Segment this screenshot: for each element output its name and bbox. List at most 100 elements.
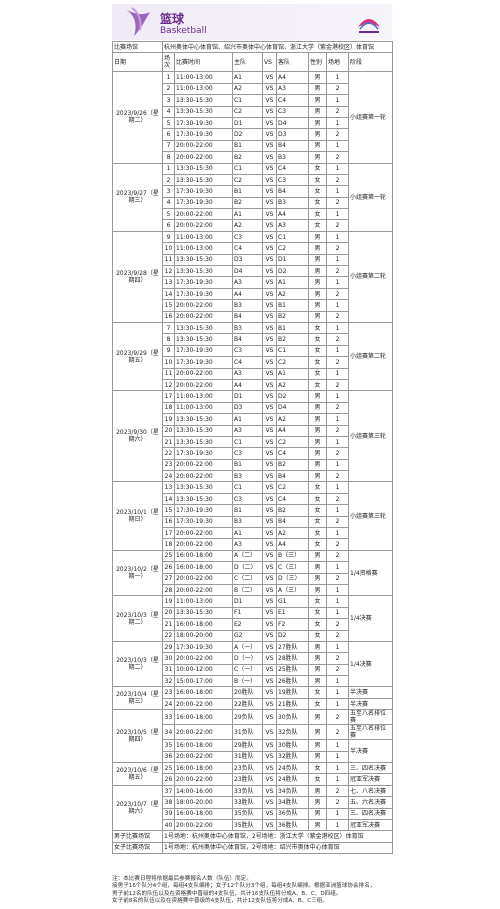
gender: 女 <box>308 504 327 517</box>
date-cell: 2023/10/4（星期三） <box>112 686 163 711</box>
home-team: 29负队 <box>232 709 263 726</box>
away-team: B1 <box>276 299 309 312</box>
match-no: 3 <box>162 94 175 107</box>
match-no: 17 <box>162 390 175 403</box>
home-team: B3 <box>232 299 263 312</box>
home-team: 20胜队 <box>232 686 263 699</box>
court: 2 <box>326 82 349 96</box>
gender: 女 <box>308 773 327 786</box>
gender: 男 <box>308 82 327 96</box>
vs: VS <box>262 549 277 563</box>
match-row: 14 17:30-19:30 A4 VS A2 男 2 <box>113 287 393 301</box>
match-row: 10 17:30-19:30 C4 VS C2 女 2 <box>113 356 393 369</box>
gender: 男 <box>308 401 327 415</box>
header-row: 日期 场次 比赛时间 主队 VS 客队 性别 场地 阶段 <box>112 52 394 73</box>
match-no: 40 <box>162 818 175 832</box>
match-no: 6 <box>162 219 175 232</box>
gender: 女 <box>308 162 327 175</box>
court: 2 <box>326 709 349 726</box>
gender: 女 <box>308 208 327 221</box>
away-team: 24胜队 <box>276 773 309 786</box>
date-cell: 2023/10/2（星期一） <box>112 549 163 597</box>
court: 1 <box>326 561 349 574</box>
vs: VS <box>262 470 277 483</box>
court: 2 <box>326 173 349 187</box>
match-time: 20:00-22:00 <box>174 697 233 711</box>
home-team: B3 <box>232 515 263 529</box>
away-team: B4 <box>276 185 309 198</box>
match-time: 18:00-20:00 <box>174 629 233 642</box>
away-team: D2 <box>276 390 309 403</box>
match-time: 20:00-22:00 <box>174 818 233 832</box>
home-team: C1 <box>232 481 263 494</box>
vs: VS <box>262 572 277 585</box>
gender: 女 <box>308 185 327 198</box>
date-cell: 2023/9/30（星期六） <box>112 390 163 483</box>
stage-cell: 1/4决赛 <box>347 595 394 642</box>
vs: VS <box>262 128 277 141</box>
vs: VS <box>262 435 277 449</box>
match-row: 2023/10/3（星期二） 19 11:00-13:00 D1 VS G1 女 1 1/4决赛 <box>112 595 394 642</box>
away-team: B1 <box>276 321 309 335</box>
match-time: 20:00-22:00 <box>174 151 233 164</box>
stage-cell: 小组赛第三轮 <box>347 481 394 551</box>
match-no: 11 <box>162 253 175 267</box>
home-team: 29胜队 <box>232 739 263 752</box>
match-time: 11:00-13:00 <box>174 390 233 403</box>
gender: 女 <box>308 618 327 631</box>
vs: VS <box>262 139 277 153</box>
vs: VS <box>262 697 277 711</box>
match-row: 32 15:00-17:00 B（一） VS 26胜队男 1 <box>113 675 393 688</box>
court: 1 <box>326 390 349 403</box>
match-no: 15 <box>162 299 175 312</box>
home-team: B4 <box>232 310 263 324</box>
match-time: 13:30-15:30 <box>174 105 233 118</box>
match-no: 21 <box>162 435 175 449</box>
stage-cell: 冠亚军决赛 <box>347 818 394 832</box>
match-no: 4 <box>162 105 175 118</box>
gender: 男 <box>308 709 327 726</box>
home-team: B1 <box>232 139 263 153</box>
home-team: C3 <box>232 492 263 506</box>
court: 2 <box>326 572 349 585</box>
court: 1 <box>326 739 349 752</box>
home-team: C4 <box>232 242 263 255</box>
vs: VS <box>262 663 277 677</box>
match-no: 11 <box>162 367 175 380</box>
match-row: 2023/10/6（星期五） 25 16:00-18:00 23负队 VS 24负队女 1 三… <box>112 762 394 786</box>
stage-cell: 小组赛第三轮 <box>347 390 394 483</box>
court: 2 <box>326 356 349 369</box>
note-line: 接男子16个队分4个组，每组4支队编排；女子12个队分3个组，每组4支队编排。根… <box>112 883 376 890</box>
match-no: 1 <box>162 162 175 175</box>
match-time: 17:30-19:30 <box>174 128 233 141</box>
match-no: 7 <box>162 321 175 335</box>
gender: 男 <box>308 139 327 153</box>
match-no: 14 <box>162 287 175 301</box>
schedule-table: 比赛场馆 杭州奥体中心体育馆、绍兴市奥体中心体育馆、浙江大学（紫金港校区）体育馆日… <box>112 40 394 855</box>
away-team: D2 <box>276 265 309 278</box>
home-team: C3 <box>232 344 263 358</box>
match-row: 9 17:30-19:30 C3 VS C1 女 1 <box>113 344 393 358</box>
vs: VS <box>262 321 277 335</box>
gender: 女 <box>308 697 327 711</box>
match-no: 1 <box>162 71 175 84</box>
match-no: 14 <box>162 492 175 506</box>
column-header: 阶段 <box>347 52 394 73</box>
court: 1 <box>326 367 349 380</box>
match-row: 2 11:00-13:00 A2 VS A3 男 2 <box>113 82 393 96</box>
court: 1 <box>326 435 349 449</box>
away-team: C2 <box>276 481 309 494</box>
stage-cell: 七、八名决赛 <box>347 784 394 798</box>
vs: VS <box>262 807 277 821</box>
court: 2 <box>326 629 349 642</box>
match-no: 5 <box>162 208 175 221</box>
note-line: 女子前8名的队伍以及在资格赛中晋级的4支队伍，共计12支队伍将分成A、B、C三组… <box>112 898 328 905</box>
match-time: 20:00-22:00 <box>174 526 233 540</box>
match-no: 31 <box>162 663 175 677</box>
away-team: B4 <box>276 515 309 529</box>
vs: VS <box>262 71 277 84</box>
home-team: A（一） <box>232 640 263 654</box>
match-no: 10 <box>162 356 175 369</box>
match-no: 35 <box>162 739 175 752</box>
home-team: A2 <box>232 82 263 96</box>
